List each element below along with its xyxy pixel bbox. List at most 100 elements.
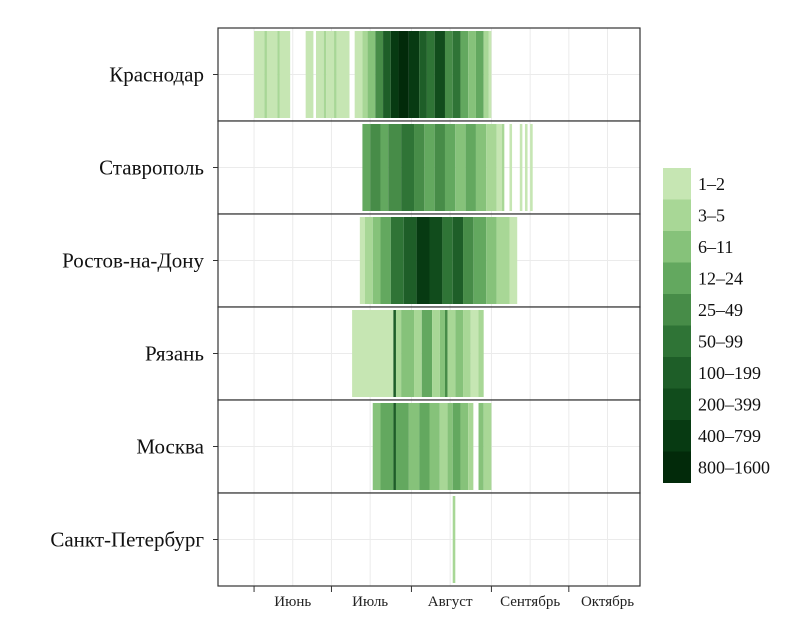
heatmap-tile [473, 217, 487, 304]
x-tick-label: Июнь [274, 594, 311, 610]
heatmap-tile [367, 31, 376, 118]
heatmap-tile [395, 310, 402, 397]
legend-label: 100–199 [698, 363, 761, 383]
heatmap-tile [524, 124, 528, 211]
heatmap-tile [408, 403, 420, 490]
heatmap-tile [463, 310, 471, 397]
heatmap-tile [447, 403, 453, 490]
heatmap-tile [395, 403, 409, 490]
heatmap-tile [362, 31, 368, 118]
heatmap-tile [444, 310, 448, 397]
heatmap-tile [336, 31, 350, 118]
legend-label: 50–99 [698, 331, 743, 351]
heatmap-tile [375, 31, 384, 118]
heatmap-tile [519, 124, 523, 211]
row-labels: Краснодар Ставрополь Ростов-на-Дону Рязань М… [50, 63, 204, 552]
x-tick-label: Октябрь [581, 594, 634, 610]
legend-label: 800–1600 [698, 457, 770, 477]
heatmap-tile [442, 217, 453, 304]
heatmap-tile [460, 403, 469, 490]
heatmap-tile [315, 31, 324, 118]
heatmap-tile [421, 310, 433, 397]
heatmap-tile [372, 217, 381, 304]
panel-ростов-на-дону [213, 213, 641, 308]
heatmap-tile [393, 310, 396, 397]
heatmap-tile [475, 124, 487, 211]
row-label: Санкт-Петербург [50, 528, 204, 552]
heatmap-tile [401, 310, 415, 397]
heatmap-tile [334, 31, 337, 118]
heatmap-tile [475, 31, 484, 118]
heatmap-tile [483, 403, 492, 490]
legend-swatch [663, 294, 691, 326]
heatmap-tile [414, 310, 422, 397]
heatmap-tile [439, 403, 448, 490]
heatmap-tile [501, 124, 505, 211]
panel-краснодар [213, 27, 641, 122]
legend-swatch [663, 420, 691, 452]
heatmap-tile [365, 217, 373, 304]
heatmap-tile [509, 217, 518, 304]
legend-label: 400–799 [698, 426, 761, 446]
legend-swatch [663, 451, 691, 483]
legend: 1–2 3–5 6–11 12–24 25–49 50–99 100–199 200–399 4… [663, 168, 770, 483]
heatmap-tile [463, 217, 474, 304]
row-label: Ростов-на-Дону [62, 249, 204, 273]
legend-label: 1–2 [698, 174, 725, 194]
heatmap-tile [419, 403, 430, 490]
heatmap-tile [354, 31, 363, 118]
row-label: Рязань [145, 342, 204, 366]
row-label: Москва [136, 435, 204, 459]
panel-ставрополь [213, 120, 641, 215]
heatmap-tile [452, 217, 464, 304]
heatmap-tile [452, 403, 461, 490]
legend-swatch [663, 262, 691, 294]
panel-санкт-петербург [213, 492, 641, 587]
heatmap-tile [390, 217, 404, 304]
heatmap-tile [352, 310, 394, 397]
panel-москва [213, 399, 641, 494]
heatmap-tile [393, 403, 396, 490]
heatmap-tile [401, 124, 415, 211]
heatmap-tile [254, 31, 265, 118]
heatmap-panels [213, 27, 641, 587]
heatmap-tile [359, 217, 365, 304]
heatmap-tile [408, 31, 420, 118]
heatmap-tile [509, 124, 513, 211]
heatmap-tile [468, 31, 476, 118]
heatmap-tile [434, 124, 445, 211]
heatmap-tile [429, 217, 443, 304]
heatmap-tile [444, 31, 453, 118]
legend-label: 12–24 [698, 268, 743, 288]
legend-label: 6–11 [698, 237, 733, 257]
heatmap-tile [380, 217, 391, 304]
heatmap-tile [264, 31, 267, 118]
legend-label: 25–49 [698, 300, 743, 320]
heatmap-tile [465, 124, 476, 211]
heatmap-tile [419, 31, 427, 118]
heatmap-tile [530, 124, 533, 211]
legend-label: 200–399 [698, 394, 761, 414]
legend-swatch [663, 168, 691, 200]
heatmap-tile [414, 124, 425, 211]
heatmap-tile [323, 31, 327, 118]
heatmap-tile [470, 310, 479, 397]
heatmap-tile [478, 403, 484, 490]
heatmap-tile [478, 310, 484, 397]
heatmap-tile [398, 31, 409, 118]
heatmap-tile [439, 310, 445, 397]
heatmap-tile [403, 217, 417, 304]
heatmap-tile [460, 31, 469, 118]
heatmap-tile [426, 31, 435, 118]
heatmap-tile [277, 31, 280, 118]
heatmap-tile [452, 496, 456, 583]
heatmap-tile [434, 31, 445, 118]
heatmap-tile [380, 124, 389, 211]
legend-swatch [663, 325, 691, 357]
panel-рязань [213, 306, 641, 401]
legend-swatch [663, 357, 691, 389]
heatmap-tile [447, 310, 456, 397]
x-tick-label: Август [428, 594, 473, 610]
heatmap-tile [488, 31, 492, 118]
heatmap-tile [455, 310, 464, 397]
